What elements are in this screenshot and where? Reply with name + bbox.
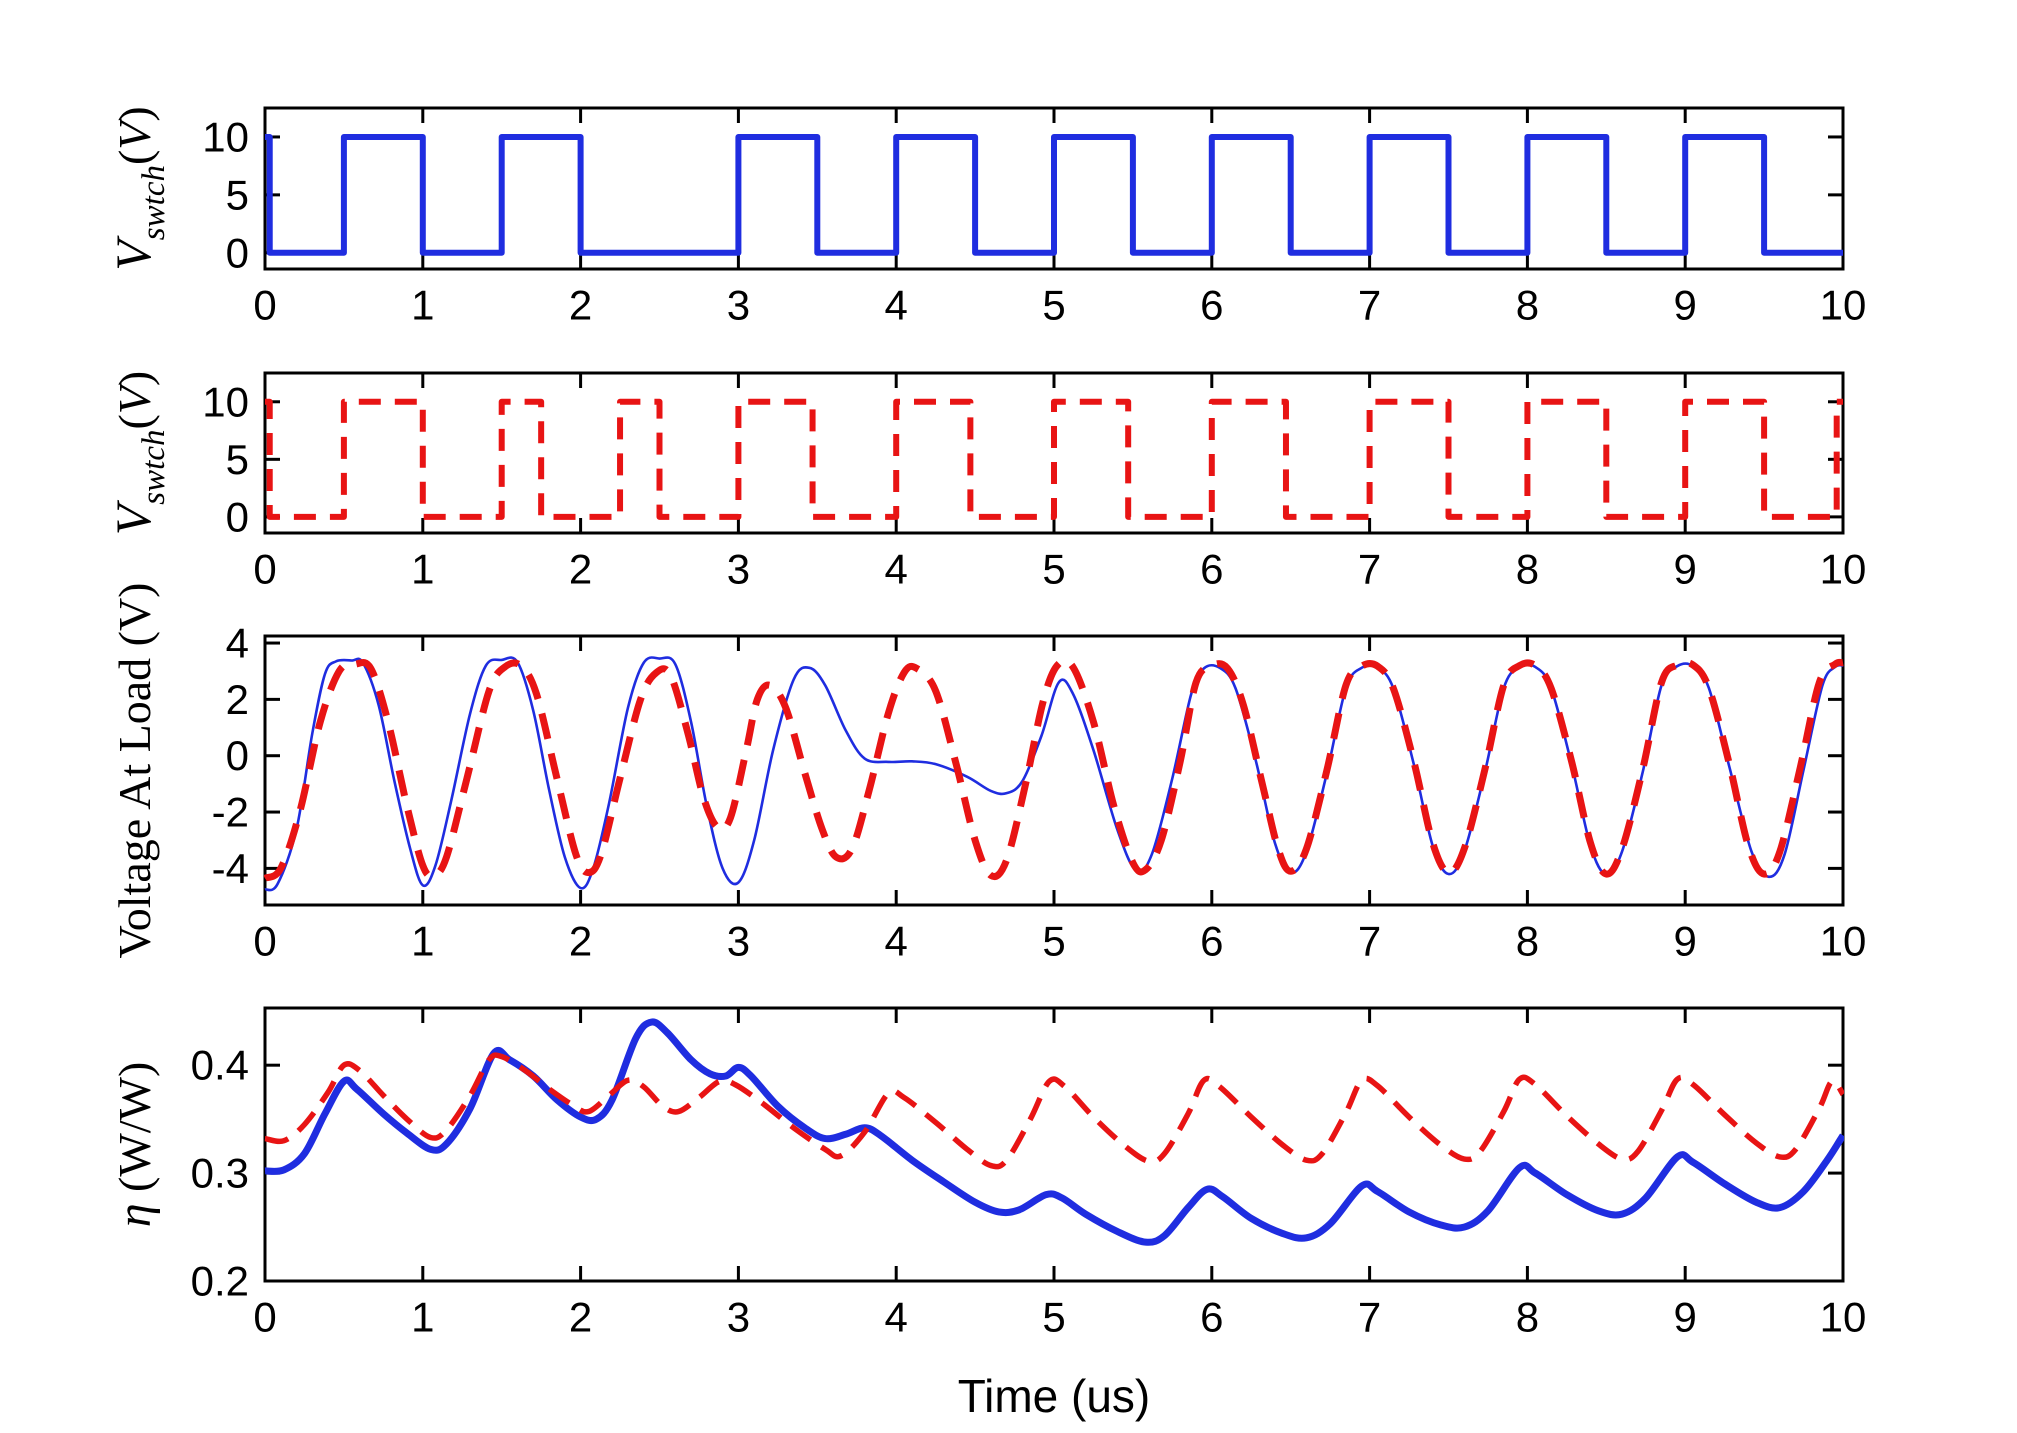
subplot-1: 0 1 2 3 4 5 6 7 8 9 10 0 5 10 Vswtch(V) — [105, 106, 1866, 328]
x-tick-label: 5 — [1042, 1294, 1065, 1341]
x-tick-label: 0 — [253, 1294, 276, 1341]
subplot-4: 0 1 2 3 4 5 6 7 8 9 10 0.2 0.3 0.4 η (W/W) Time (us) — [108, 1006, 1867, 1422]
x-tick-label: 3 — [727, 1294, 750, 1341]
x-axis-label: Time (us) — [958, 1370, 1151, 1422]
x-tick-label: 8 — [1516, 546, 1539, 593]
y-tick-label: -4 — [212, 845, 249, 892]
subplot-2: 0 1 2 3 4 5 6 7 8 9 10 0 5 10 Vswtch(V) — [105, 371, 1866, 593]
x-tick-label: 8 — [1516, 282, 1539, 329]
x-tick-label: 10 — [1820, 1294, 1867, 1341]
x-tick-label: 2 — [569, 1294, 592, 1341]
y-tick-label: 5 — [226, 436, 249, 483]
series-efficiency-dashed — [264, 1052, 1844, 1170]
x-tick-label: 7 — [1358, 1294, 1381, 1341]
y-tick-label: 0 — [226, 229, 249, 276]
x-tick-label: 1 — [411, 282, 434, 329]
x-tick-label: 2 — [569, 918, 592, 965]
x-tick-label: 6 — [1200, 282, 1223, 329]
x-tick-label: 6 — [1200, 1294, 1223, 1341]
x-tick-label: 8 — [1516, 918, 1539, 965]
y-tick-label: 0.3 — [191, 1150, 249, 1197]
series-efficiency-solid — [264, 1018, 1844, 1246]
x-tick-label: 2 — [569, 282, 592, 329]
x-tick-label: 4 — [885, 282, 908, 329]
y-axis-label: Voltage At Load (V) — [109, 582, 160, 958]
x-tick-label: 10 — [1820, 282, 1867, 329]
x-tick-label: 8 — [1516, 1294, 1539, 1341]
x-tick-label: 4 — [885, 1294, 908, 1341]
x-tick-label: 7 — [1358, 282, 1381, 329]
y-tick-label: 0 — [226, 493, 249, 540]
y-tick-label: 0.4 — [191, 1042, 249, 1089]
y-tick-label: 10 — [202, 113, 249, 160]
y-axis-label: Vswtch(V) — [105, 106, 172, 270]
x-tick-label: 7 — [1358, 918, 1381, 965]
x-tick-label: 0 — [253, 282, 276, 329]
y-tick-label: 5 — [226, 171, 249, 218]
x-tick-label: 4 — [885, 546, 908, 593]
x-tick-label: 10 — [1820, 918, 1867, 965]
x-tick-label: 4 — [885, 918, 908, 965]
y-axis-label: Vswtch(V) — [105, 371, 172, 535]
x-tick-label: 0 — [253, 918, 276, 965]
x-tick-label: 3 — [727, 282, 750, 329]
y-tick-label: 0.2 — [191, 1258, 249, 1305]
x-tick-label: 2 — [569, 546, 592, 593]
x-tick-label: 9 — [1674, 918, 1697, 965]
x-tick-label: 1 — [411, 546, 434, 593]
x-tick-label: 5 — [1042, 546, 1065, 593]
x-tick-label: 6 — [1200, 546, 1223, 593]
x-tick-label: 0 — [253, 546, 276, 593]
subplot-3: 0 1 2 3 4 5 6 7 8 9 10 -4 -2 0 2 4 Voltage At Load (V) — [109, 582, 1866, 964]
x-tick-label: 7 — [1358, 546, 1381, 593]
series-switch-voltage-dashed — [265, 398, 1843, 520]
x-tick-label: 5 — [1042, 918, 1065, 965]
y-tick-label: 10 — [202, 378, 249, 425]
x-tick-label: 1 — [411, 1294, 434, 1341]
y-tick-label: 4 — [226, 620, 249, 667]
x-tick-label: 10 — [1820, 546, 1867, 593]
y-tick-label: 2 — [226, 676, 249, 723]
x-tick-label: 9 — [1674, 1294, 1697, 1341]
x-tick-label: 9 — [1674, 546, 1697, 593]
y-tick-label: 0 — [226, 732, 249, 779]
x-tick-label: 1 — [411, 918, 434, 965]
series-switch-voltage-solid — [265, 133, 1843, 256]
series-load-voltage-dashed — [264, 657, 1844, 882]
y-axis-label: η (W/W) — [108, 1062, 161, 1228]
x-tick-label: 6 — [1200, 918, 1223, 965]
x-tick-label: 3 — [727, 546, 750, 593]
x-tick-label: 5 — [1042, 282, 1065, 329]
y-tick-label: -2 — [212, 789, 249, 836]
x-tick-label: 3 — [727, 918, 750, 965]
x-tick-label: 9 — [1674, 282, 1697, 329]
